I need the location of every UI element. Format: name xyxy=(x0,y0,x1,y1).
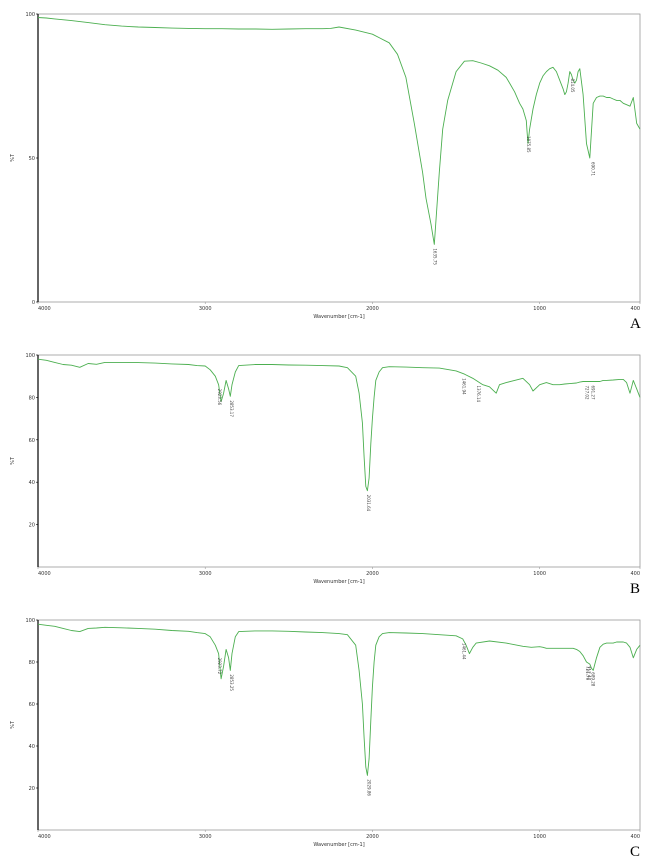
y-tick-label: 100 xyxy=(25,353,35,359)
peak-label: 691.27 xyxy=(590,386,595,400)
y-tick-label: 20 xyxy=(29,523,35,529)
peak-label: 1635.75 xyxy=(432,248,437,265)
x-tick-label: 1000 xyxy=(533,306,546,312)
y-tick-label: 50 xyxy=(29,156,35,162)
spectrum-line xyxy=(37,358,641,492)
peak-label: 2031.64 xyxy=(366,495,371,512)
y-tick-label: 40 xyxy=(29,480,35,486)
y-tick-label: 80 xyxy=(29,660,35,666)
y-tick-label: 100 xyxy=(25,618,35,624)
peak-label: 712.47 xyxy=(587,666,592,680)
y-tick-label: 80 xyxy=(29,395,35,401)
x-tick-label: 1000 xyxy=(533,834,546,840)
plot-frame xyxy=(37,13,641,303)
y-tick-label: 60 xyxy=(29,438,35,444)
x-axis-label: Wavenumber [cm-1] xyxy=(313,579,364,585)
spectrum-panel-a: 4000 3000 2000 1000 400 100 50 0 Wavenumber [cm-… xyxy=(0,0,645,335)
y-axis-label: %T xyxy=(10,720,16,729)
spectrum-panel-b: 4000 3000 2000 1000 400 100 80 60 40 20 Wavenumber… xyxy=(0,345,645,600)
panel-letter: C xyxy=(630,844,641,860)
x-tick-label: 2000 xyxy=(366,571,379,577)
panel-letter: B xyxy=(630,581,641,597)
y-tick-label: 0 xyxy=(32,300,35,306)
plot-frame xyxy=(37,619,641,831)
spectrum-c: 4000 3000 2000 1000 400 100 80 60 40 20 Wavenumber… xyxy=(10,618,641,848)
peak-label: 690.71 xyxy=(590,162,595,176)
peak-label: 814.05 xyxy=(570,78,575,92)
x-tick-label: 2000 xyxy=(366,834,379,840)
spectrum-panel-c: 4000 3000 2000 1000 400 100 80 60 40 20 Wavenumber… xyxy=(0,610,645,863)
peak-label: 2923.72 xyxy=(217,658,222,675)
spectrum-line xyxy=(37,17,641,245)
peak-label: 2029.86 xyxy=(366,779,371,796)
x-tick-label: 4000 xyxy=(38,834,51,840)
x-tick-label: 3000 xyxy=(199,306,212,312)
x-tick-label: 400 xyxy=(630,834,640,840)
plot-frame xyxy=(37,354,641,568)
y-tick-label: 40 xyxy=(29,744,35,750)
x-tick-label: 2000 xyxy=(366,306,379,312)
peak-label: 1376.14 xyxy=(476,386,481,403)
y-tick-label: 60 xyxy=(29,702,35,708)
x-tick-label: 4000 xyxy=(38,571,51,577)
x-tick-label: 400 xyxy=(630,571,640,577)
x-axis-label: Wavenumber [cm-1] xyxy=(313,314,364,320)
x-tick-label: 400 xyxy=(630,306,640,312)
peak-label: 721.79 xyxy=(585,666,590,680)
x-tick-label: 3000 xyxy=(199,571,212,577)
spectrum-b: 4000 3000 2000 1000 400 100 80 60 40 20 Wavenumber… xyxy=(10,353,641,585)
peak-label: 1461.44 xyxy=(462,643,467,660)
peak-label: 1461.94 xyxy=(461,378,466,395)
peak-label: 689.28 xyxy=(591,672,596,686)
peak-label: 2923.56 xyxy=(217,389,222,406)
y-tick-label: 100 xyxy=(25,12,35,18)
peak-label: 727.02 xyxy=(584,386,589,400)
panel-letter: A xyxy=(630,316,641,332)
x-tick-label: 1000 xyxy=(533,571,546,577)
x-axis-label: Wavenumber [cm-1] xyxy=(313,842,364,848)
spectrum-a: 4000 3000 2000 1000 400 100 50 0 Wavenumber [cm-… xyxy=(10,12,641,320)
x-tick-label: 3000 xyxy=(199,834,212,840)
peak-label: 2853.17 xyxy=(229,400,234,417)
spectrum-line xyxy=(37,623,641,776)
y-tick-label: 20 xyxy=(29,786,35,792)
y-axis-label: %T xyxy=(10,456,16,465)
x-tick-label: 4000 xyxy=(38,306,51,312)
peak-label: 1075.85 xyxy=(526,136,531,153)
y-axis-label: %T xyxy=(10,153,16,162)
peak-label: 2853.25 xyxy=(229,674,234,691)
